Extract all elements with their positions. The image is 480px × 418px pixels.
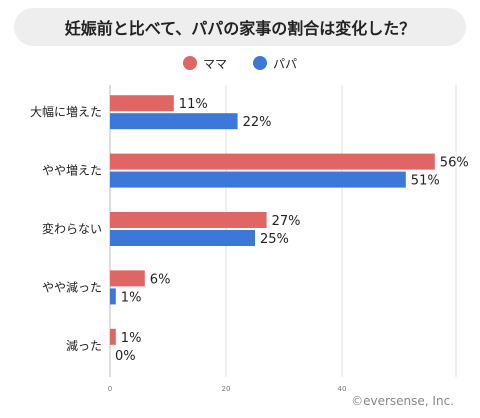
bar xyxy=(110,95,174,112)
legend-swatch-mama xyxy=(182,56,197,70)
bar xyxy=(110,171,406,188)
data-label: 1% xyxy=(121,290,142,305)
data-label: 0% xyxy=(115,349,136,364)
credit-text: ©eversense, Inc. xyxy=(351,394,454,408)
data-label: 1% xyxy=(121,331,142,346)
category-label: やや増えた xyxy=(42,164,102,178)
chart-title-box: 妊娠前と比べて、パパの家事の割合は変化した？ xyxy=(14,8,466,46)
legend-label-papa: パパ xyxy=(273,56,298,71)
category-label: 減った xyxy=(66,338,102,353)
bar xyxy=(110,230,255,246)
data-label: 6% xyxy=(150,272,171,287)
category-label: 変わらない xyxy=(42,221,102,236)
bar xyxy=(110,270,145,287)
bar xyxy=(110,328,116,345)
chart-title: 妊娠前と比べて、パパの家事の割合は変化した？ xyxy=(64,19,416,38)
legend-swatch-papa xyxy=(253,56,267,70)
x-tick-label: 0 xyxy=(108,385,112,393)
data-label: 51% xyxy=(411,174,440,189)
legend-item-papa: パパ xyxy=(253,55,297,72)
data-label: 27% xyxy=(272,214,301,229)
data-label: 25% xyxy=(260,232,289,247)
x-tick-label: 20 xyxy=(222,385,231,393)
bar xyxy=(110,212,267,228)
category-label: やや減った xyxy=(42,279,102,294)
x-tick-label: 40 xyxy=(338,385,347,393)
category-label: 大幅に増えた xyxy=(30,104,102,119)
legend: ママ パパ xyxy=(0,55,480,71)
data-label: 22% xyxy=(243,115,272,130)
data-label: 11% xyxy=(179,97,208,112)
bar xyxy=(110,288,116,305)
legend-item-mama: ママ xyxy=(182,55,227,72)
data-label: 56% xyxy=(440,156,469,171)
bar xyxy=(110,113,238,130)
legend-label-mama: ママ xyxy=(202,56,227,71)
bar xyxy=(110,153,435,170)
